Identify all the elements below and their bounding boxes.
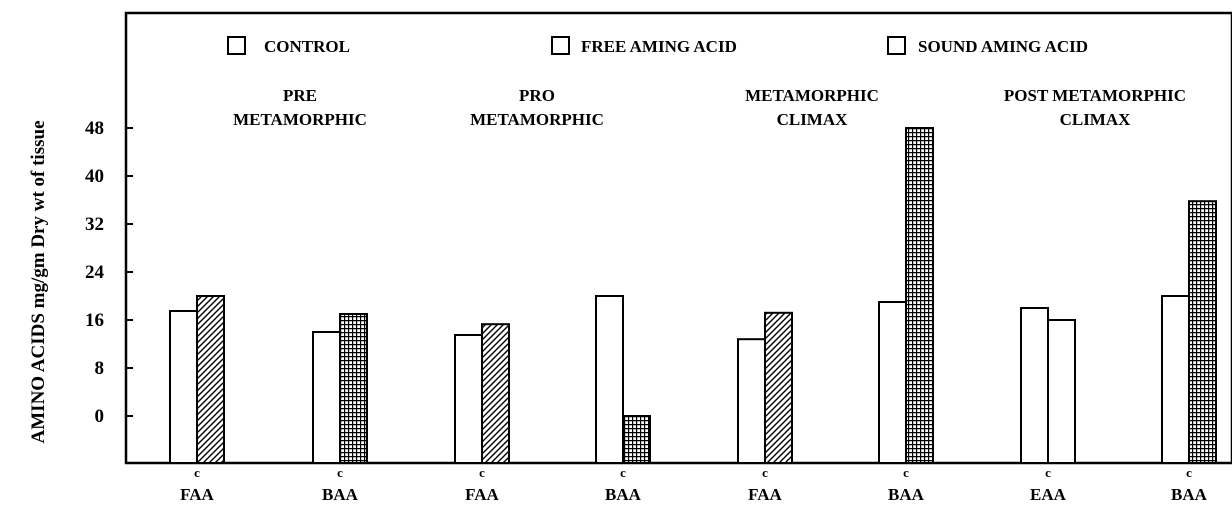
legend-item-control: CONTROL	[227, 36, 350, 56]
bar-control	[1161, 295, 1190, 464]
y-tick-label: 16	[85, 310, 104, 331]
legend-label: SOUND AMING ACID	[918, 37, 1088, 56]
x-tick-sub: c	[762, 465, 768, 480]
x-tick-label: BAA	[322, 485, 359, 504]
plot-frame	[124, 11, 1232, 465]
stage-label-line: POST METAMORPHIC	[1004, 86, 1186, 105]
x-tick-label: BAA	[888, 485, 925, 504]
x-tick-sub: c	[903, 465, 909, 480]
y-tick-label: 8	[95, 358, 105, 379]
y-tick-label: 48	[85, 118, 104, 139]
bar-control	[878, 301, 907, 464]
legend-label: FREE AMING ACID	[581, 37, 737, 56]
x-tick-label: FAA	[180, 485, 214, 504]
bar-amino-acid	[764, 311, 793, 464]
stage-label-line: METAMORPHIC	[470, 110, 604, 129]
stage-label-line: CLIMAX	[1060, 110, 1132, 129]
bar-amino-acid	[1047, 319, 1076, 464]
bar-control	[595, 295, 624, 464]
x-axis: c FAA c BAA c FAA c BAA c FAA c BAA c EA…	[180, 465, 1208, 504]
x-tick-sub: c	[479, 465, 485, 480]
bar-control	[1020, 307, 1049, 464]
y-axis: 0 8 16 24 32 40 48	[85, 118, 133, 427]
bar-amino-acid	[905, 127, 934, 464]
legend-label: CONTROL	[264, 37, 350, 56]
x-tick-sub: c	[194, 465, 200, 480]
stage-label-line: METAMORPHIC	[233, 110, 367, 129]
y-tick-label: 40	[85, 166, 104, 187]
bar-amino-acid	[1188, 200, 1217, 464]
x-tick-label: FAA	[465, 485, 499, 504]
bars	[169, 127, 1217, 465]
stage-label-line: PRO	[519, 86, 555, 105]
legend-item-free-amino-acid: FREE AMING ACID	[551, 36, 737, 56]
stage-label-line: CLIMAX	[777, 110, 849, 129]
legend-swatch-plain	[887, 36, 906, 55]
x-tick-sub: c	[1186, 465, 1192, 480]
bar-control	[737, 338, 766, 465]
y-tick-label: 32	[85, 214, 104, 235]
legend: CONTROL FREE AMING ACID SOUND AMING ACID	[227, 36, 1088, 56]
bar-amino-acid	[196, 295, 225, 464]
legend-swatch-plain	[551, 36, 570, 55]
bar-amino-acid	[622, 415, 651, 464]
x-tick-label: EAA	[1030, 485, 1067, 504]
x-tick-label: FAA	[748, 485, 782, 504]
y-axis-title: AMINO ACIDS mg/gm Dry wt of tissue	[28, 121, 49, 444]
x-tick-sub: c	[337, 465, 343, 480]
stage-label-line: METAMORPHIC	[745, 86, 879, 105]
x-tick-label: BAA	[605, 485, 642, 504]
x-tick-sub: c	[1045, 465, 1051, 480]
bar-control	[312, 331, 341, 464]
stage-labels: PRE METAMORPHIC PRO METAMORPHIC METAMORP…	[233, 86, 1186, 129]
x-tick-sub: c	[620, 465, 626, 480]
legend-swatch-plain	[227, 36, 246, 55]
x-tick-label: BAA	[1171, 485, 1208, 504]
y-tick-label: 0	[95, 406, 105, 427]
stage-label-line: PRE	[283, 86, 317, 105]
bar-amino-acid	[481, 323, 510, 465]
bar-control	[169, 310, 198, 464]
y-tick-label: 24	[85, 262, 105, 283]
legend-item-sound-amino-acid: SOUND AMING ACID	[887, 36, 1088, 56]
bar-amino-acid	[339, 313, 368, 464]
bar-control	[454, 334, 483, 464]
